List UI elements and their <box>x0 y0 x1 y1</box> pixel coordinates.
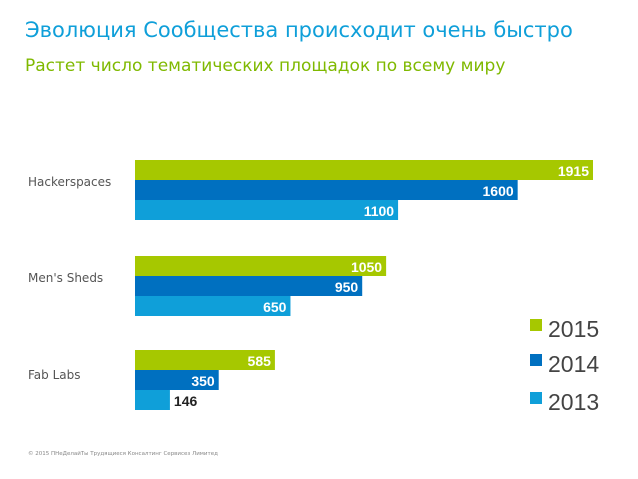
data-label: 1915 <box>558 163 589 179</box>
legend-label: 2014 <box>548 351 599 377</box>
copyright-footer: © 2015 ПНеДелайТы Трудящиеся Консалтинг … <box>28 451 218 457</box>
data-label: 146 <box>174 393 198 409</box>
data-label: 350 <box>191 373 215 389</box>
legend-swatch <box>530 392 542 404</box>
data-label: 1600 <box>483 183 514 199</box>
page-title: Эволюция Сообщества происходит очень быс… <box>25 18 573 42</box>
category-label: Men's Sheds <box>28 271 103 285</box>
data-label: 585 <box>248 353 272 369</box>
legend-swatch <box>530 319 542 331</box>
bar-2015-hackerspaces <box>135 160 593 180</box>
category-label: Fab Labs <box>28 368 81 382</box>
bar-2014-hackerspaces <box>135 180 518 200</box>
data-label: 650 <box>263 299 287 315</box>
bar-2015-fab-labs <box>135 350 275 370</box>
legend-label: 2013 <box>548 389 599 415</box>
data-label: 950 <box>335 279 359 295</box>
bar-2015-men-s-sheds <box>135 256 387 276</box>
data-label: 1050 <box>351 259 382 275</box>
category-label: Hackerspaces <box>28 175 111 189</box>
legend-label: 2015 <box>548 316 599 342</box>
bar-2013-hackerspaces <box>135 200 399 220</box>
bar-2013-men-s-sheds <box>135 296 291 316</box>
data-label: 1100 <box>364 203 395 219</box>
bar-2013-fab-labs <box>135 390 170 410</box>
legend-swatch <box>530 354 542 366</box>
bar-2014-men-s-sheds <box>135 276 363 296</box>
page-subtitle: Растет число тематических площадок по вс… <box>25 56 506 76</box>
bar-2014-fab-labs <box>135 370 219 390</box>
